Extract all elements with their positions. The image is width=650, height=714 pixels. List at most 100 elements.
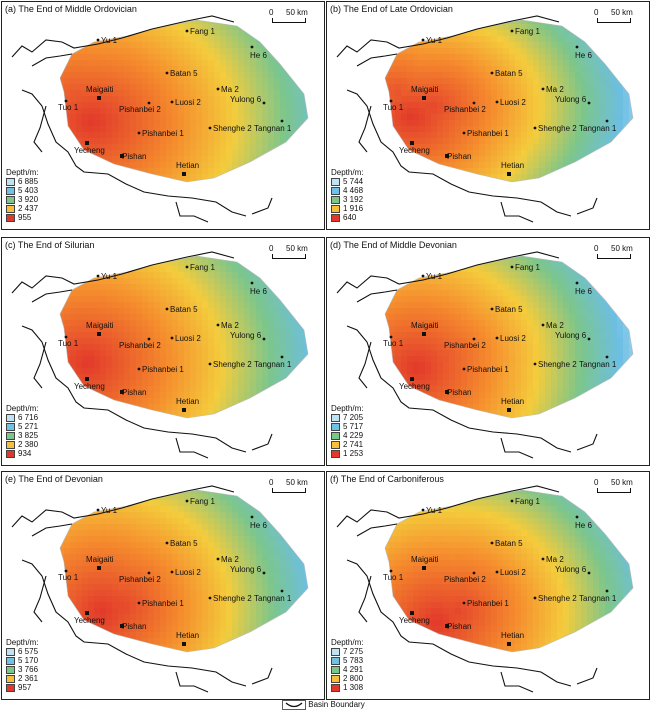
legend-title: Depth/m: bbox=[6, 168, 39, 177]
scale-label: 50 km bbox=[611, 244, 633, 253]
well-marker bbox=[262, 571, 266, 575]
city-label: Maigaiti bbox=[86, 85, 114, 94]
city-label: Pishan bbox=[122, 388, 147, 397]
legend-title: Depth/m: bbox=[331, 638, 364, 647]
basin-boundary-line bbox=[21, 559, 247, 687]
panel-title: (a) The End of Middle Ordovician bbox=[5, 4, 137, 14]
legend-title: Depth/m: bbox=[6, 638, 39, 647]
well-label: He 6 bbox=[250, 287, 267, 296]
well-marker bbox=[495, 100, 499, 104]
well-label: Ma 2 bbox=[221, 555, 239, 564]
legend-swatch bbox=[6, 423, 15, 431]
city-marker bbox=[182, 172, 186, 176]
basin-boundary-line bbox=[576, 433, 598, 451]
well-marker bbox=[510, 499, 514, 503]
well-label: Ma 2 bbox=[221, 321, 239, 330]
scale-label: 50 km bbox=[286, 478, 308, 487]
legend-swatch bbox=[6, 205, 15, 213]
well-marker bbox=[541, 557, 545, 561]
well-marker bbox=[208, 126, 212, 130]
city-label: Maigaiti bbox=[86, 321, 114, 330]
legend-swatch bbox=[331, 178, 340, 186]
city-marker bbox=[445, 390, 449, 394]
city-label: Yecheng bbox=[74, 382, 105, 391]
scale-bar-line bbox=[597, 488, 631, 493]
city-marker bbox=[182, 408, 186, 412]
well-label: Batan 5 bbox=[170, 69, 198, 78]
legend-swatch bbox=[6, 414, 15, 422]
well-label: Pishanbei 2 bbox=[119, 341, 161, 350]
legend-value: 7 205 bbox=[343, 413, 364, 422]
well-marker bbox=[170, 336, 174, 340]
legend-value: 955 bbox=[18, 213, 32, 222]
well-label: Yu 1 bbox=[426, 36, 443, 45]
legend-value: 2 437 bbox=[18, 204, 39, 213]
legend-swatch bbox=[331, 441, 340, 449]
city-label: Hetian bbox=[501, 631, 525, 640]
well-label: Pishanbei 1 bbox=[142, 365, 184, 374]
basin-boundary-line bbox=[346, 325, 572, 453]
well-label: Pishanbei 2 bbox=[444, 341, 486, 350]
city-label: Pishan bbox=[447, 622, 472, 631]
well-marker bbox=[280, 589, 284, 593]
legend-value: 934 bbox=[18, 449, 32, 458]
well-label: Tuo 1 bbox=[58, 573, 79, 582]
well-marker bbox=[216, 87, 220, 91]
city-label: Hetian bbox=[176, 161, 200, 170]
city-label: Maigaiti bbox=[411, 555, 439, 564]
legend-value: 5 403 bbox=[18, 186, 39, 195]
scale-bar-line bbox=[597, 18, 631, 23]
well-label: Shenghe 2 bbox=[538, 360, 577, 369]
city-label: Maigaiti bbox=[411, 321, 439, 330]
well-marker bbox=[495, 570, 499, 574]
basin-boundary-line bbox=[21, 89, 247, 217]
city-label: Yecheng bbox=[399, 616, 430, 625]
legend-value: 2 380 bbox=[18, 440, 39, 449]
basin-boundary-line bbox=[576, 197, 598, 215]
well-marker bbox=[389, 99, 393, 103]
legend-swatch bbox=[331, 648, 340, 656]
well-marker bbox=[250, 281, 254, 285]
legend-value: 1 308 bbox=[343, 683, 364, 692]
legend-value: 3 192 bbox=[343, 195, 364, 204]
well-label: Fang 1 bbox=[515, 263, 540, 272]
well-label: Tuo 1 bbox=[383, 339, 404, 348]
legend-swatch bbox=[6, 675, 15, 683]
legend-swatch bbox=[331, 657, 340, 665]
well-marker bbox=[137, 131, 141, 135]
basin-boundary-line bbox=[358, 105, 372, 153]
city-marker bbox=[507, 642, 511, 646]
well-marker bbox=[510, 29, 514, 33]
legend-value: 4 468 bbox=[343, 186, 364, 195]
legend-swatch bbox=[331, 450, 340, 458]
well-label: Luosi 2 bbox=[500, 568, 526, 577]
well-marker bbox=[490, 307, 494, 311]
well-label: Luosi 2 bbox=[500, 334, 526, 343]
well-marker bbox=[147, 101, 151, 105]
scale-zero: 0 bbox=[594, 8, 599, 17]
well-marker bbox=[533, 126, 537, 130]
well-marker bbox=[96, 508, 100, 512]
basin-boundary-line bbox=[500, 671, 534, 693]
scale-bar: 0 50 km bbox=[593, 478, 643, 493]
scale-zero: 0 bbox=[269, 478, 274, 487]
well-label: Batan 5 bbox=[170, 539, 198, 548]
legend-swatch bbox=[6, 648, 15, 656]
well-label: He 6 bbox=[250, 51, 267, 60]
basin-boundary-line bbox=[358, 575, 372, 623]
well-marker bbox=[262, 101, 266, 105]
scale-label: 50 km bbox=[611, 478, 633, 487]
well-label: Batan 5 bbox=[495, 305, 523, 314]
well-marker bbox=[462, 601, 466, 605]
well-marker bbox=[262, 337, 266, 341]
basin-boundary-line bbox=[576, 667, 598, 685]
well-marker bbox=[490, 541, 494, 545]
city-marker bbox=[85, 611, 89, 615]
well-marker bbox=[280, 119, 284, 123]
basin-boundary-line bbox=[175, 671, 209, 693]
well-marker bbox=[216, 557, 220, 561]
legend-value: 1 916 bbox=[343, 204, 364, 213]
map-panel: (e) The End of Devonian 0 50 km Depth/m: 6 5… bbox=[1, 471, 325, 700]
map-panel: (a) The End of Middle Ordovician 0 50 km De… bbox=[1, 1, 325, 230]
depth-map bbox=[11, 485, 309, 693]
